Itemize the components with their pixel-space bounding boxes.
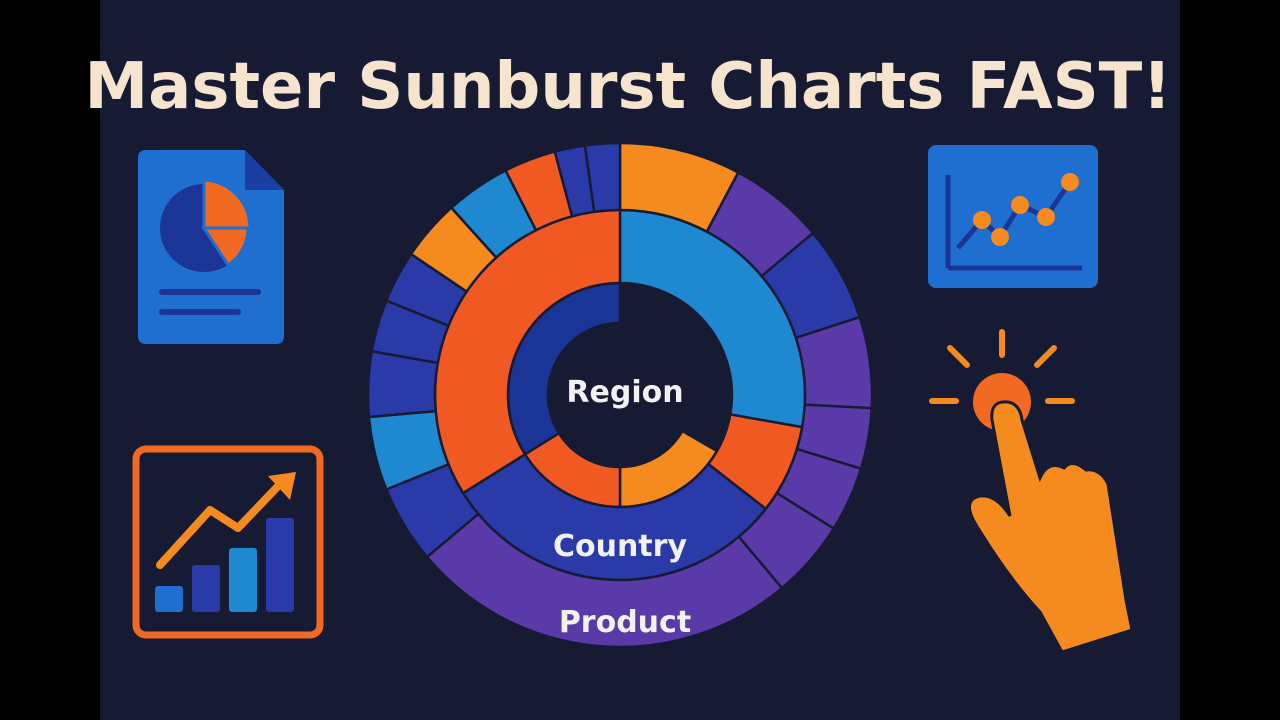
growth-icon <box>132 445 324 639</box>
sunburst-segment <box>583 141 622 214</box>
document-icon <box>138 150 284 344</box>
title: Master Sunburst Charts FAST! <box>84 50 1171 124</box>
hand-icon <box>929 329 1075 404</box>
sunburst-segment <box>737 491 836 590</box>
ring-label: Product <box>559 605 691 640</box>
ring-label: Region <box>566 375 683 410</box>
ring-label: Country <box>553 529 687 564</box>
sunburst <box>366 141 874 649</box>
hand <box>968 400 1134 654</box>
line-chart-icon <box>928 145 1098 288</box>
